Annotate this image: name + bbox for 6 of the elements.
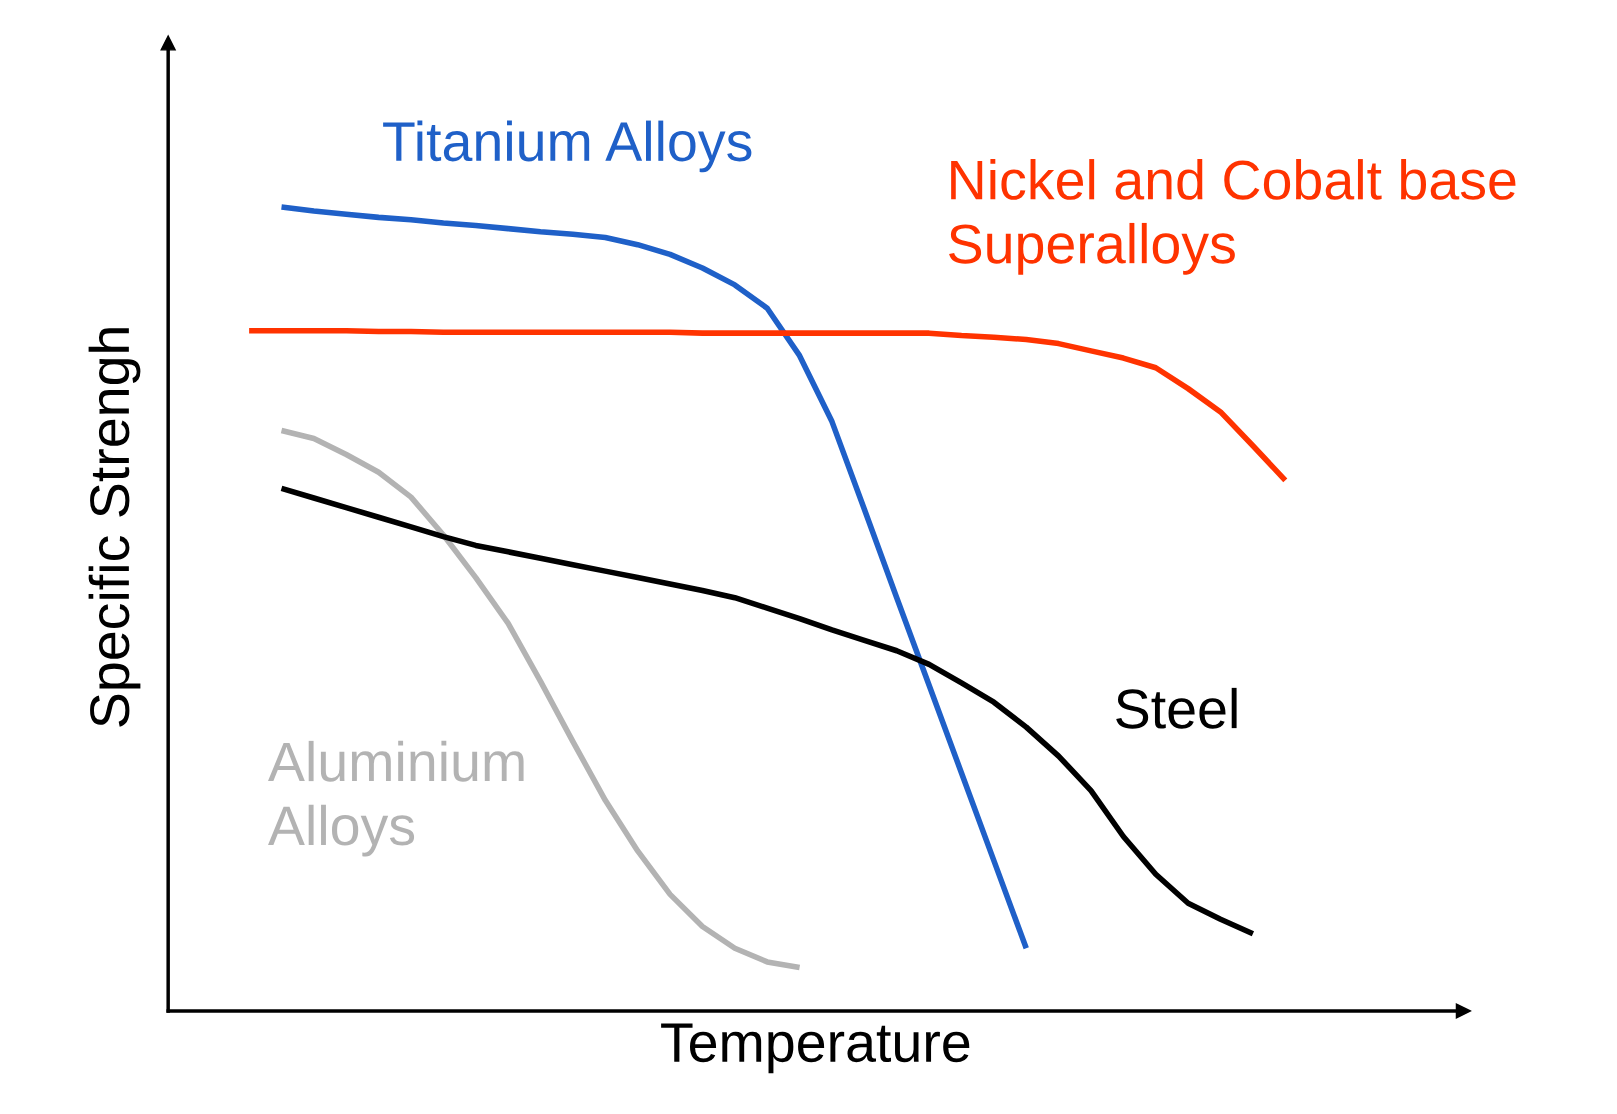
x-axis-title: Temperature — [661, 1023, 970, 1074]
series-label: Aluminium Alloys — [268, 740, 524, 857]
y-axis-title: Specific Strengh — [88, 328, 141, 727]
series-label: Steel — [1116, 687, 1237, 729]
series-label: Titanium Alloys — [383, 120, 752, 173]
series-label: Nickel and Cobalt base Superalloys — [949, 159, 1516, 275]
